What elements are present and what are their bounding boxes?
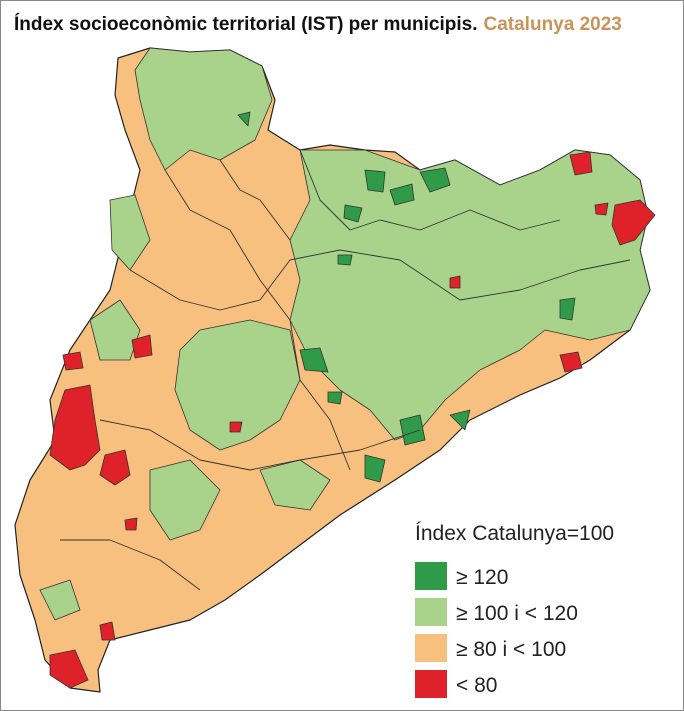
zone: [389, 183, 415, 206]
zone: [559, 351, 583, 373]
figure-title: Índex socioeconòmic territorial (IST) pe…: [14, 13, 622, 35]
boundary: [129, 249, 631, 311]
legend-swatch: [415, 562, 447, 590]
subtitle: Catalunya 2023: [484, 14, 622, 35]
title: Índex socioeconòmic territorial (IST) pe…: [14, 13, 478, 35]
boundaries: [60, 149, 631, 591]
zone: [399, 414, 426, 446]
zone: [49, 649, 89, 689]
high-zones: [237, 111, 576, 483]
zone: [174, 319, 301, 451]
zone: [62, 351, 84, 371]
zone: [229, 421, 243, 433]
zone: [569, 151, 593, 176]
legend-label: ≥ 120: [456, 566, 508, 589]
zone: [419, 167, 451, 193]
zone: [364, 169, 386, 193]
zone: [299, 347, 329, 373]
zone: [337, 254, 353, 266]
zone: [131, 334, 153, 359]
mid-zones: [39, 47, 651, 621]
zone: [611, 199, 656, 246]
zone: [289, 149, 651, 441]
zone: [109, 194, 151, 271]
legend-swatch: [415, 634, 447, 662]
boundary: [219, 159, 291, 241]
boundary: [164, 169, 351, 471]
zone: [99, 449, 131, 486]
legend-label: ≥ 100 i < 120: [456, 602, 578, 625]
zone: [237, 111, 251, 127]
zone: [124, 517, 138, 531]
legend-label: ≥ 80 i < 100: [456, 638, 566, 661]
zone: [594, 202, 609, 216]
legend-swatch: [415, 598, 447, 626]
zone: [39, 579, 81, 621]
legend-label: < 80: [456, 674, 497, 697]
zone: [99, 621, 116, 641]
boundary: [99, 419, 421, 471]
zone: [327, 391, 343, 405]
legend-swatch: [415, 670, 447, 698]
zone: [449, 275, 461, 289]
boundary: [299, 149, 561, 231]
zone: [559, 297, 576, 321]
legend: Índex Catalunya=100 ≥ 120 ≥ 100 i < 120 ≥ …: [415, 522, 614, 698]
zone: [343, 204, 363, 223]
low-zones: [49, 151, 656, 689]
map: [14, 47, 656, 693]
zone: [149, 459, 221, 541]
zone: [364, 454, 386, 483]
zone: [49, 384, 101, 471]
zone: [449, 409, 471, 431]
legend-title: Índex Catalunya=100: [415, 522, 614, 545]
boundary: [60, 539, 201, 591]
